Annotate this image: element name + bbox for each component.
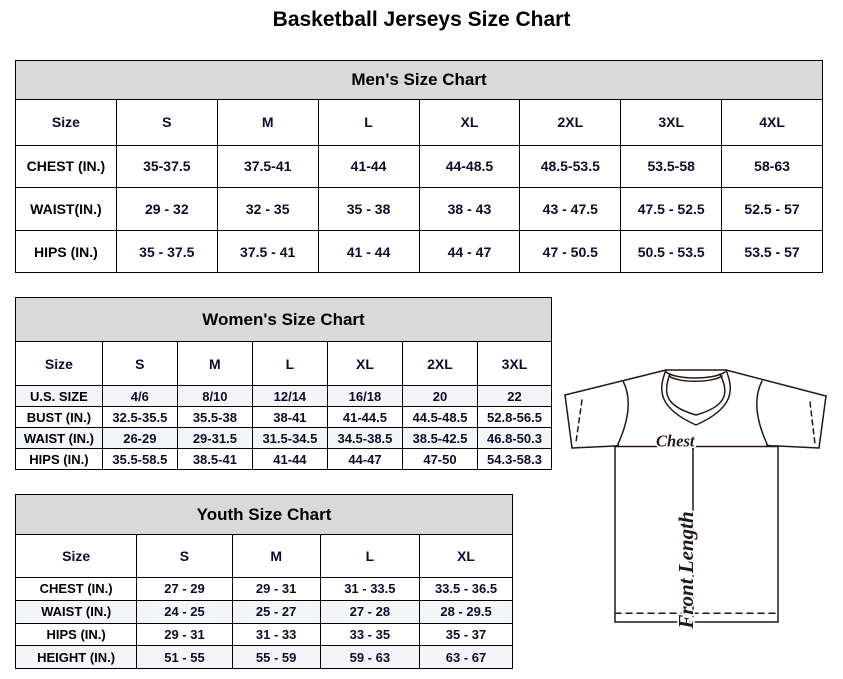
svg-text:Chest: Chest bbox=[656, 432, 695, 451]
svg-text:Front Length: Front Length bbox=[674, 511, 698, 629]
